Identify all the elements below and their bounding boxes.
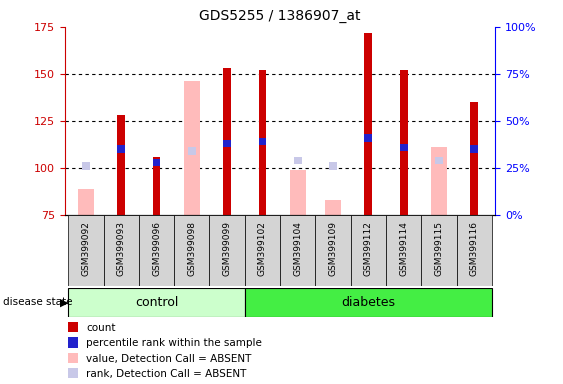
Bar — [351, 215, 386, 286]
Text: GSM399102: GSM399102 — [258, 221, 267, 276]
Bar — [294, 157, 302, 164]
Bar — [153, 157, 160, 215]
Bar — [325, 200, 341, 215]
Bar — [117, 146, 125, 153]
Bar — [280, 215, 315, 286]
Text: GSM399104: GSM399104 — [293, 221, 302, 276]
Bar — [431, 147, 447, 215]
Bar — [224, 140, 231, 147]
Text: GSM399112: GSM399112 — [364, 221, 373, 276]
Text: GSM399092: GSM399092 — [82, 221, 91, 276]
Bar — [68, 288, 245, 317]
Text: GSM399115: GSM399115 — [435, 221, 444, 276]
Bar — [245, 288, 492, 317]
Bar — [139, 215, 174, 286]
Bar — [290, 170, 306, 215]
Text: GSM399099: GSM399099 — [222, 221, 231, 276]
Bar — [153, 159, 160, 166]
Title: GDS5255 / 1386907_at: GDS5255 / 1386907_at — [199, 9, 361, 23]
Bar — [470, 102, 478, 215]
Text: count: count — [86, 323, 115, 333]
Bar — [209, 215, 245, 286]
Text: percentile rank within the sample: percentile rank within the sample — [86, 338, 262, 348]
Bar — [457, 215, 492, 286]
Bar — [184, 81, 200, 215]
Bar — [400, 70, 408, 215]
Text: control: control — [135, 296, 178, 309]
Text: rank, Detection Call = ABSENT: rank, Detection Call = ABSENT — [86, 369, 247, 379]
Text: GSM399098: GSM399098 — [187, 221, 196, 276]
Bar — [188, 147, 196, 155]
Text: disease state: disease state — [3, 297, 72, 308]
Text: GSM399109: GSM399109 — [329, 221, 338, 276]
Bar — [258, 138, 266, 146]
Bar — [258, 70, 266, 215]
Text: ▶: ▶ — [60, 297, 69, 308]
Bar — [400, 144, 408, 151]
Text: GSM399114: GSM399114 — [399, 221, 408, 276]
Bar — [174, 215, 209, 286]
Bar — [117, 115, 125, 215]
Text: GSM399096: GSM399096 — [152, 221, 161, 276]
Bar — [386, 215, 421, 286]
Bar — [470, 146, 478, 153]
Bar — [329, 162, 337, 170]
Text: value, Detection Call = ABSENT: value, Detection Call = ABSENT — [86, 354, 252, 364]
Bar — [82, 162, 90, 170]
Bar — [315, 215, 351, 286]
Bar — [435, 157, 443, 164]
Text: GSM399116: GSM399116 — [470, 221, 479, 276]
Bar — [68, 215, 104, 286]
Bar — [364, 33, 372, 215]
Bar — [421, 215, 457, 286]
Bar — [364, 134, 372, 142]
Bar — [104, 215, 139, 286]
Bar — [78, 189, 94, 215]
Bar — [245, 215, 280, 286]
Text: diabetes: diabetes — [341, 296, 395, 309]
Bar — [224, 68, 231, 215]
Text: GSM399093: GSM399093 — [117, 221, 126, 276]
